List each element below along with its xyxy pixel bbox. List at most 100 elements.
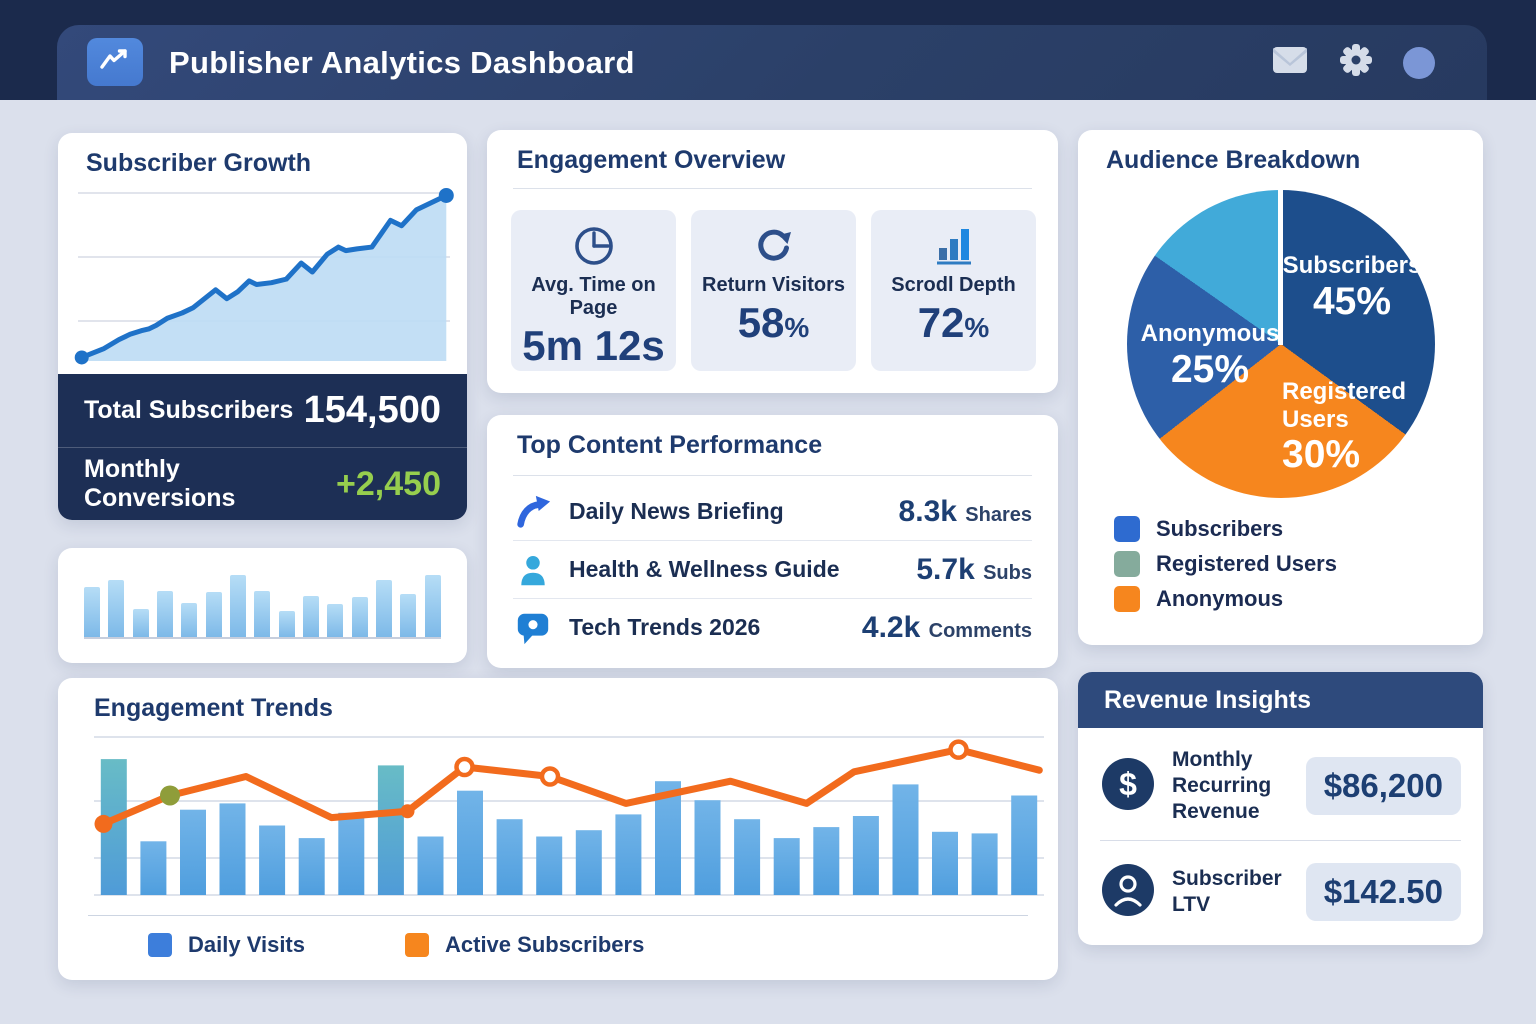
revenue-insights-header: Revenue Insights <box>1078 672 1483 728</box>
audience-breakdown-card: Audience Breakdown Subscribers 45% Anony… <box>1078 130 1483 645</box>
top-content-title: Top Content Performance <box>517 431 823 459</box>
legend-item-daily-visits: Daily Visits <box>148 932 305 958</box>
spark-bar <box>376 580 393 637</box>
legend-swatch <box>148 933 172 957</box>
spark-bar <box>303 595 320 637</box>
legend-item-registered-users: Registered Users <box>1114 551 1337 577</box>
content-metric: 5.7k Subs <box>916 552 1032 586</box>
metric-label: Avg. Time on Page <box>531 274 656 319</box>
content-metric: 4.2k Comments <box>861 610 1032 644</box>
revenue-insights-title: Revenue Insights <box>1104 685 1311 714</box>
spark-bar <box>230 574 247 637</box>
metric-tile-avg-time: Avg. Time on Page 5m 12s <box>511 210 676 371</box>
refresh-icon <box>691 222 856 270</box>
audience-pie-chart: Subscribers 45% Anonymous 25% Registered… <box>1127 190 1435 498</box>
divider <box>88 915 1028 916</box>
clock-icon <box>511 222 676 270</box>
page-title: Publisher Analytics Dashboard <box>169 44 635 80</box>
mrr-row: $ Monthly Recurring Revenue $86,200 <box>1078 740 1483 832</box>
spark-bar <box>205 592 222 637</box>
audience-breakdown-title: Audience Breakdown <box>1106 146 1361 174</box>
spark-bar <box>254 590 271 637</box>
subscriber-growth-chart <box>74 187 454 365</box>
pie-slice-gap <box>1278 190 1283 345</box>
divider <box>1100 840 1461 841</box>
total-subscribers-value: 154,500 <box>303 389 441 431</box>
metric-label: Scrodl Depth <box>891 274 1016 296</box>
spark-bar <box>108 580 125 637</box>
legend-item-subscribers: Subscribers <box>1114 516 1337 542</box>
content-title: Health & Wellness Guide <box>569 556 840 582</box>
spark-bar <box>132 609 149 637</box>
spark-bar <box>157 591 174 637</box>
bar-steps-icon <box>871 222 1036 270</box>
svg-text:$: $ <box>1119 766 1137 802</box>
subscriber-growth-stats: Total Subscribers 154,500 Monthly Conver… <box>58 374 467 520</box>
app-logo <box>87 38 143 86</box>
divider <box>513 475 1032 476</box>
revenue-rows: $ Monthly Recurring Revenue $86,200 Subs… <box>1078 728 1483 945</box>
legend-swatch <box>1114 516 1140 542</box>
monthly-conversions-value: +2,450 <box>336 464 441 503</box>
pie-label-subscribers: Subscribers 45% <box>1282 252 1422 323</box>
total-subscribers-row: Total Subscribers 154,500 <box>58 374 467 447</box>
legend-item-anonymous: Anonymous <box>1114 586 1337 612</box>
traffic-sparkline-chart <box>84 568 441 639</box>
gear-icon <box>1338 42 1374 83</box>
trend-line-icon <box>98 46 132 79</box>
spark-bar <box>327 603 344 637</box>
content-title: Daily News Briefing <box>569 498 784 524</box>
monthly-conversions-row: Monthly Conversions +2,450 <box>58 447 467 520</box>
header-card: Publisher Analytics Dashboard <box>57 25 1487 100</box>
spark-bar <box>84 587 100 637</box>
mail-button[interactable] <box>1271 44 1309 82</box>
metric-tiles: Avg. Time on Page 5m 12s Return Visitors… <box>511 210 1036 371</box>
spark-bar <box>351 596 368 637</box>
share-arrow-icon <box>513 493 553 531</box>
legend-swatch <box>1114 551 1140 577</box>
pie-label-registered-users: Registered Users 30% <box>1282 378 1407 477</box>
subscriber-growth-title: Subscriber Growth <box>86 149 312 177</box>
content-row-health-wellness[interactable]: Health & Wellness Guide 5.7k Subs <box>513 540 1032 598</box>
subscriber-growth-card: Subscriber Growth Total Subscribers 154,… <box>58 133 467 520</box>
pie-legend: Subscribers Registered Users Anonymous <box>1114 516 1337 612</box>
ltv-label: Subscriber LTV <box>1172 866 1282 916</box>
metric-value: 58% <box>737 299 810 346</box>
content-row-tech-trends[interactable]: Tech Trends 2026 4.2k Comments <box>513 598 1032 656</box>
metric-value: 5m 12s <box>522 322 665 369</box>
chat-bubble-icon <box>513 609 553 647</box>
legend-swatch <box>405 933 429 957</box>
spark-bar <box>400 594 417 637</box>
dollar-circle-icon: $ <box>1100 756 1156 817</box>
engagement-trends-chart <box>94 736 1044 896</box>
content-row-daily-news[interactable]: Daily News Briefing 8.3k Shares <box>513 483 1032 540</box>
engagement-overview-title: Engagement Overview <box>517 146 786 174</box>
total-subscribers-label: Total Subscribers <box>84 396 294 424</box>
revenue-insights-card: Revenue Insights $ Monthly Recurring Rev… <box>1078 672 1483 945</box>
pie-label-anonymous: Anonymous 25% <box>1140 320 1280 391</box>
legend-swatch <box>1114 586 1140 612</box>
monthly-conversions-label: Monthly Conversions <box>84 455 236 512</box>
metric-label: Return Visitors <box>702 274 845 296</box>
metric-tile-return-visitors: Return Visitors 58% <box>691 210 856 371</box>
settings-button[interactable] <box>1337 44 1375 82</box>
person-icon <box>513 551 553 589</box>
engagement-overview-card: Engagement Overview Avg. Time on Page 5m… <box>487 130 1058 393</box>
content-metric: 8.3k Shares <box>898 494 1032 528</box>
traffic-sparkline-card <box>58 548 467 663</box>
ltv-row: Subscriber LTV $142.50 <box>1078 846 1483 938</box>
mrr-label: Monthly Recurring Revenue <box>1172 747 1272 824</box>
user-circle-icon <box>1100 862 1156 923</box>
profile-avatar[interactable] <box>1403 46 1435 79</box>
content-rows: Daily News Briefing 8.3k Shares Health &… <box>513 483 1032 656</box>
metric-value: 72% <box>917 299 990 346</box>
spark-bar <box>424 574 441 637</box>
app-header: Publisher Analytics Dashboard <box>0 0 1536 100</box>
mail-icon <box>1272 46 1308 79</box>
header-actions <box>1271 25 1435 100</box>
spark-bar <box>181 602 198 637</box>
top-content-card: Top Content Performance Daily News Brief… <box>487 415 1058 668</box>
spark-bar <box>278 610 295 637</box>
content-title: Tech Trends 2026 <box>569 614 761 640</box>
